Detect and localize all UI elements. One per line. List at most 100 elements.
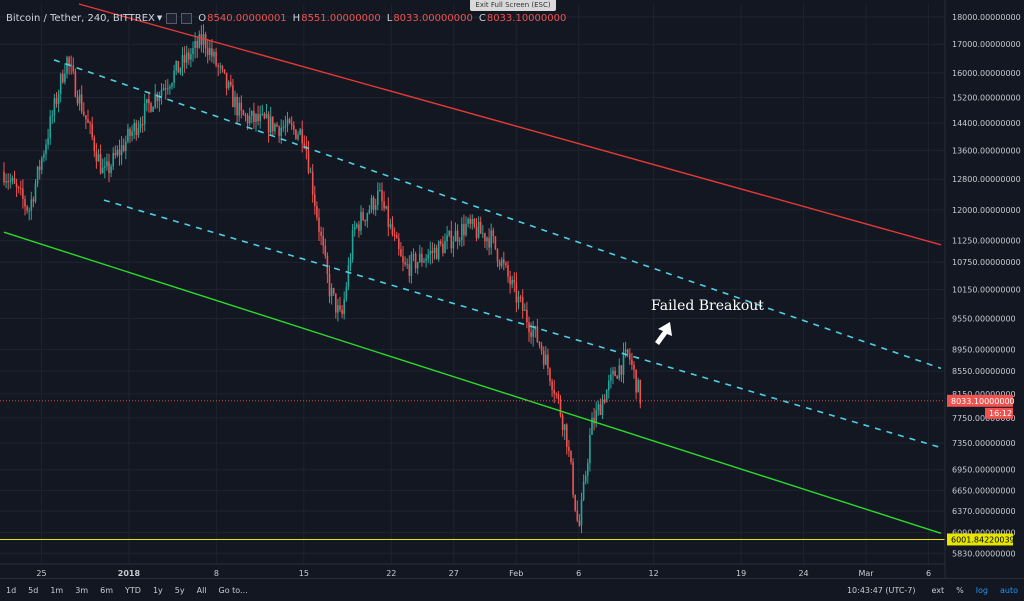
candle-body (112, 153, 114, 167)
candle-body (83, 111, 85, 116)
candle-body (412, 254, 415, 256)
time-tick-label: 24 (798, 569, 808, 578)
candle-body (257, 114, 259, 122)
candle-body (238, 102, 240, 116)
range-button-all[interactable]: All (196, 585, 207, 595)
candle-body (463, 224, 465, 236)
candle-body (528, 322, 530, 333)
open-value: 8540.00000001 (207, 12, 287, 24)
candle-body (381, 189, 383, 202)
candle-body (624, 349, 627, 352)
countdown-badge (985, 407, 1013, 419)
range-button-1y[interactable]: 1y (152, 585, 163, 595)
range-button-5d[interactable]: 5d (28, 585, 39, 595)
price-tick-label: 14400.00000000 (952, 119, 1021, 128)
candle-body (488, 237, 490, 248)
candle-body (299, 129, 301, 135)
exit-fullscreen-button[interactable]: Exit Full Screen (ESC) (470, 0, 556, 11)
candle-body (87, 119, 89, 123)
candle-body (95, 151, 98, 162)
range-button-1m[interactable]: 1m (50, 585, 64, 595)
percent-toggle[interactable]: % (956, 585, 964, 595)
log-toggle[interactable]: log (975, 585, 988, 595)
candle-body (402, 256, 404, 263)
candle-body (154, 93, 156, 108)
candle-body (173, 70, 175, 84)
candle-body (589, 434, 591, 463)
candle-body (206, 48, 209, 55)
candle-body (513, 279, 516, 283)
close-icon[interactable] (181, 12, 193, 24)
goto-button[interactable]: Go to... (218, 585, 248, 595)
candle-body (209, 48, 211, 55)
candle-body (106, 161, 108, 167)
price-tick-label: 15200.00000000 (952, 93, 1021, 102)
candle-body (471, 218, 474, 224)
range-button-1d[interactable]: 1d (6, 585, 17, 595)
candle-body (414, 254, 417, 269)
price-tick-label: 6650.00000000 (952, 487, 1016, 496)
candle-body (620, 365, 623, 375)
candle-body (584, 475, 587, 482)
candle-body (185, 52, 188, 63)
candle-body (427, 254, 429, 259)
chevron-down-icon[interactable]: ▼ (156, 14, 163, 22)
candle-body (547, 354, 549, 369)
price-tick-label: 8950.00000000 (952, 345, 1016, 354)
candle-body (255, 114, 257, 122)
candle-body (515, 282, 518, 303)
candle-body (465, 223, 467, 236)
candle-body (467, 218, 469, 224)
candle-body (150, 103, 152, 112)
ext-toggle[interactable]: ext (931, 585, 945, 595)
range-button-5y[interactable]: 5y (174, 585, 185, 595)
candle-body (635, 369, 637, 393)
candle-body (574, 494, 576, 511)
candle-body (332, 288, 335, 294)
candle-body (490, 230, 492, 248)
candle-body (122, 145, 125, 151)
candle-body (309, 171, 312, 173)
auto-toggle[interactable]: auto (999, 585, 1018, 595)
clock-readout[interactable]: 10:43:47 (UTC-7) (846, 585, 916, 595)
symbol-title[interactable]: Bitcoin / Tether, 240, BITTREX (6, 12, 155, 24)
candle-body (9, 180, 12, 182)
candle-body (129, 128, 131, 136)
candle-body (183, 55, 186, 63)
candle-body (486, 237, 488, 242)
candle-body (368, 209, 371, 214)
candle-body (351, 229, 354, 260)
candle-body (301, 129, 303, 144)
candle-body (99, 154, 102, 174)
range-button-6m[interactable]: 6m (100, 585, 114, 595)
candle-body (482, 233, 484, 235)
price-tick-label: 8550.00000000 (952, 367, 1016, 376)
candle-body (26, 206, 28, 211)
candle-body (517, 296, 520, 303)
chart-svg[interactable]: 18000.00000000 17000.00000000 16000.000000… (0, 0, 1024, 578)
plot-background (0, 0, 1024, 578)
failed-breakout-annotation[interactable]: Failed Breakout (651, 298, 764, 314)
time-tick-label: 6 (576, 569, 581, 578)
settings-icon[interactable] (166, 12, 178, 24)
candle-body (395, 234, 398, 239)
candle-body (74, 71, 77, 97)
candle-body (484, 233, 486, 242)
candle-body (141, 123, 144, 125)
candle-body (160, 90, 163, 97)
range-button-ytd[interactable]: YTD (125, 585, 141, 595)
candle-body (431, 250, 434, 253)
low-key: L (386, 12, 393, 24)
candle-body (400, 249, 402, 257)
candle-body (429, 250, 432, 255)
time-tick-label: Mar (858, 569, 874, 578)
candle-body (274, 124, 276, 132)
candle-body (17, 187, 20, 189)
open-key: O (198, 12, 207, 24)
range-button-3m[interactable]: 3m (75, 585, 89, 595)
candle-body (454, 230, 457, 242)
price-tick-label: 7350.00000000 (952, 439, 1016, 448)
candle-body (59, 73, 62, 94)
candle-body (587, 462, 589, 476)
